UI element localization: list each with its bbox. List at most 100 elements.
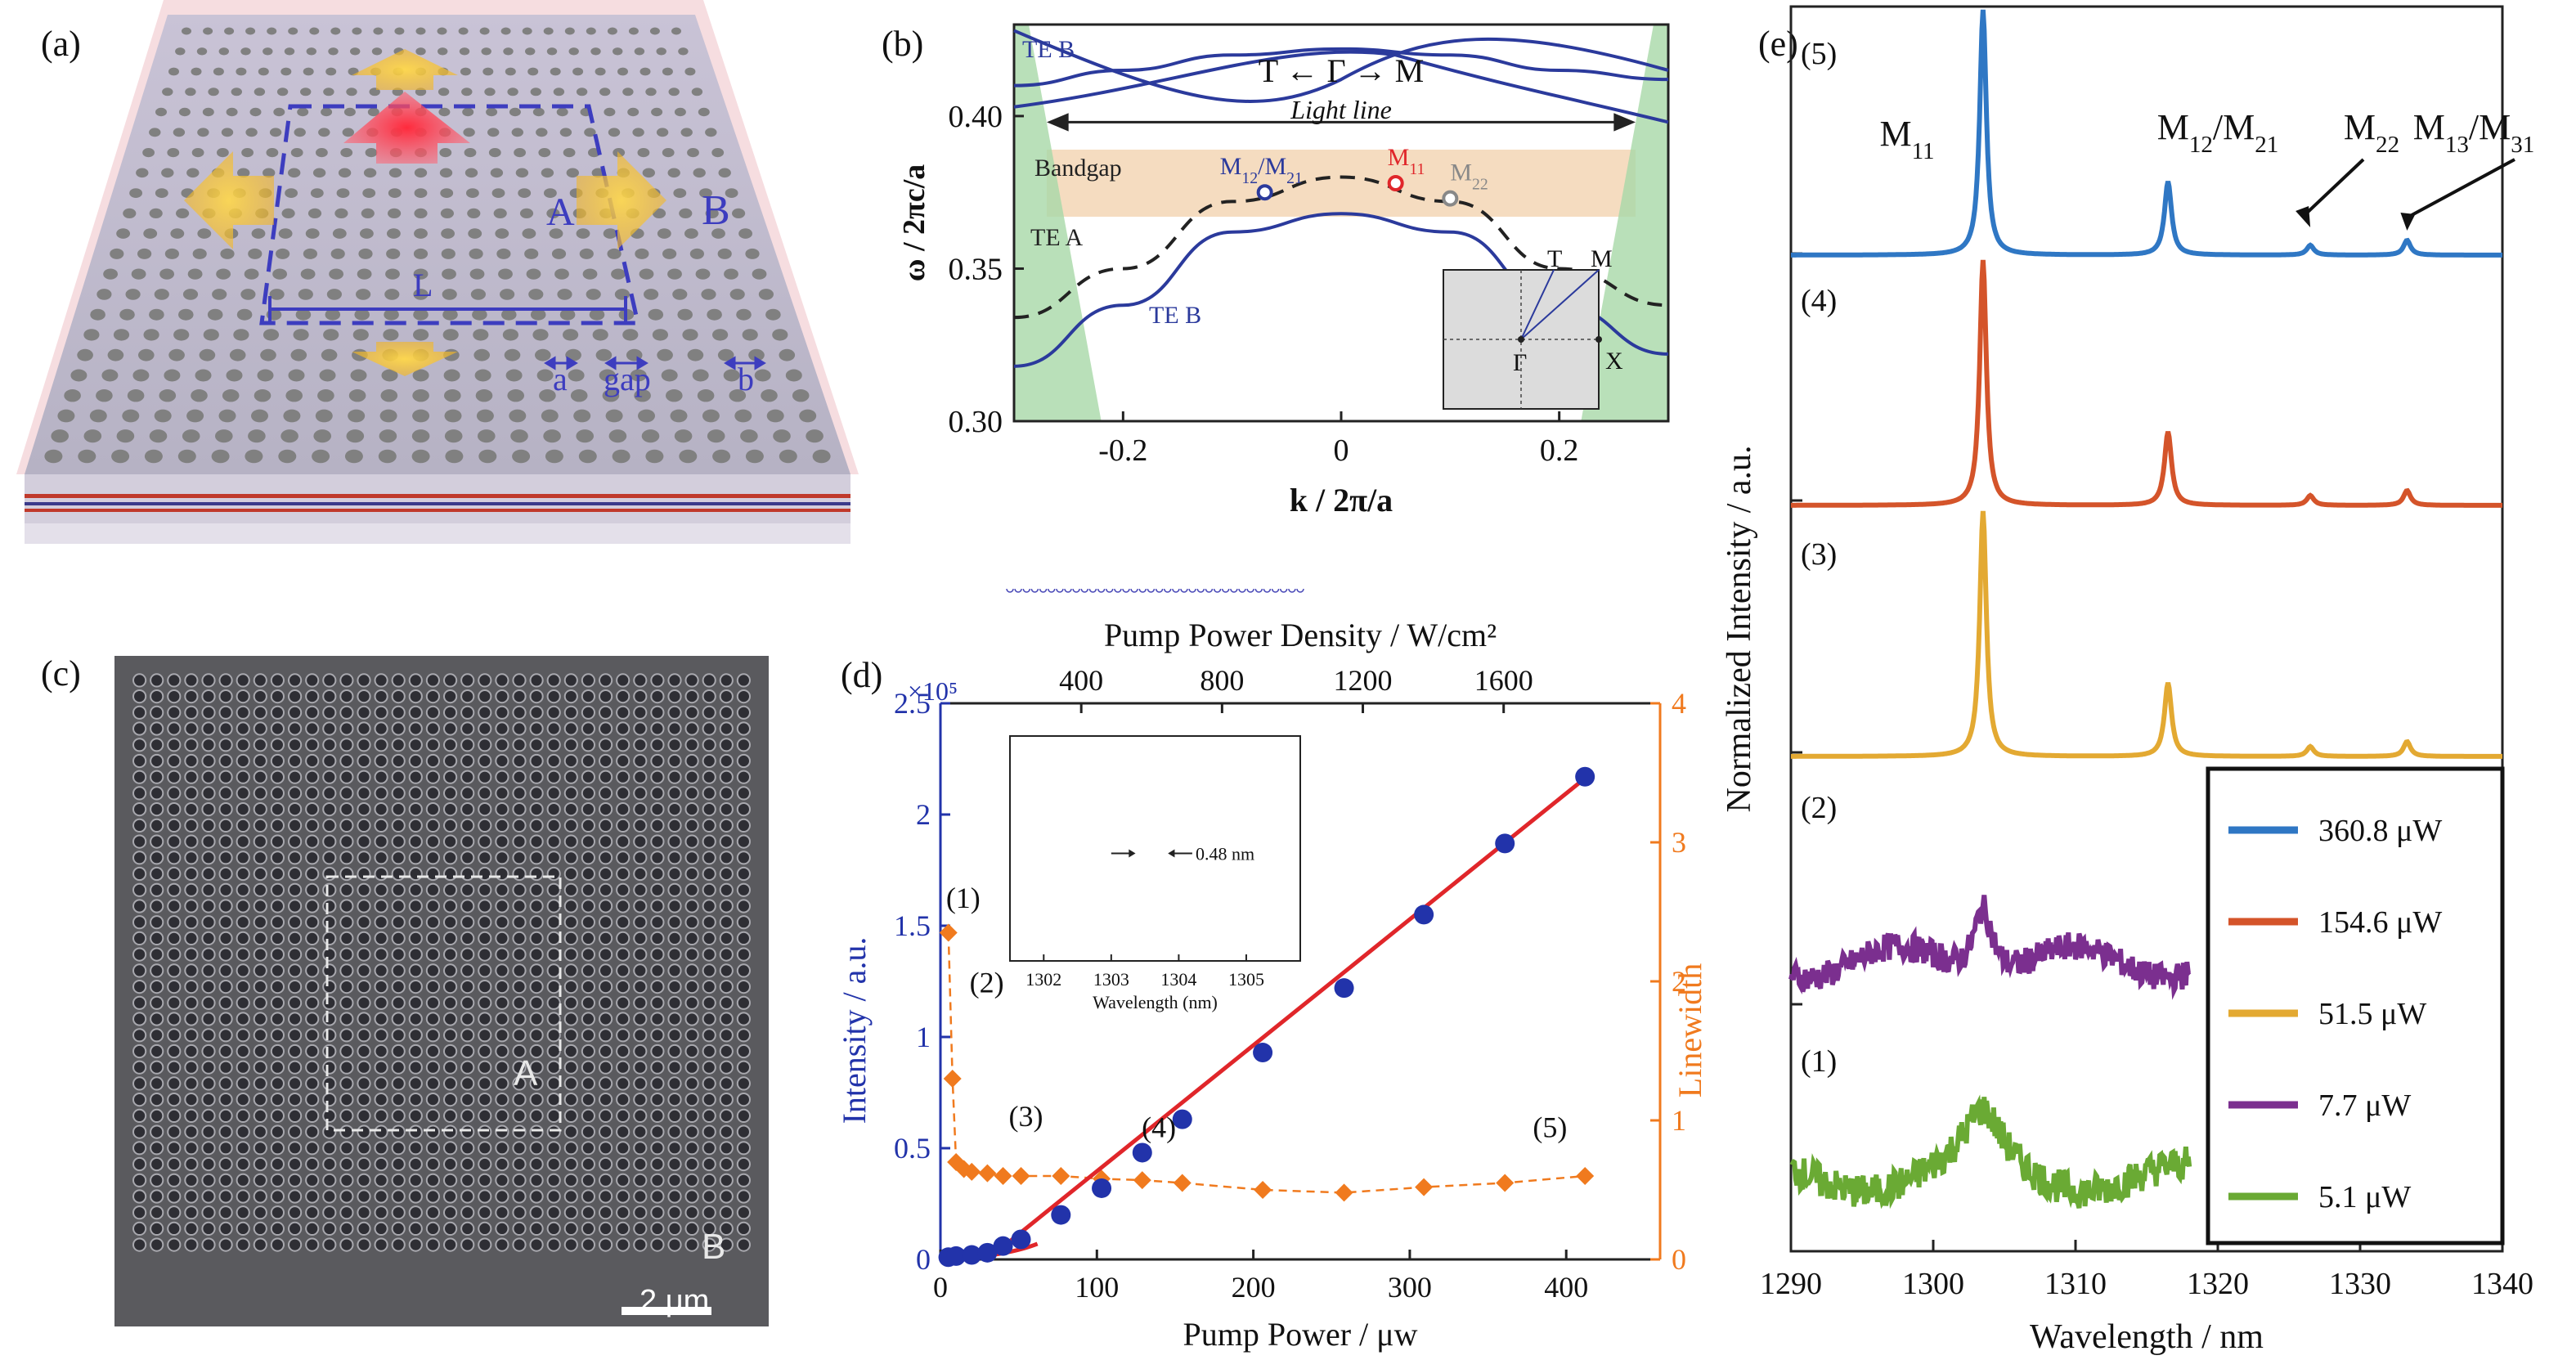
sem-hole [184,1108,199,1124]
sem-hole [184,1205,199,1220]
light-line-label: Light line [1290,95,1392,124]
sem-hole [218,753,233,769]
sem-hole [322,963,337,978]
sem-hole [495,1221,509,1237]
sem-hole [132,705,147,720]
sem-hole [270,995,285,1010]
band-diagram: -0.2 0 0.20.300.350.40k / 2π/aω / 2πc/aT ←… [897,23,1670,518]
sem-hole [563,1076,578,1091]
hole [384,289,400,300]
sem-hole [201,1012,216,1026]
sem-hole [512,947,527,962]
sem-hole [443,705,458,720]
hole [467,208,481,218]
sem-hole [167,1124,182,1139]
sem-hole [719,1108,734,1124]
hole [568,369,585,382]
sem-hole [495,738,509,752]
sem-hole [599,1108,613,1124]
sem-hole [546,1044,561,1059]
hole [679,449,698,464]
sem-hole [408,786,423,801]
hole [509,107,521,117]
sem-hole [684,1141,699,1156]
hole [698,107,710,117]
sem-hole [391,947,406,962]
sem-hole [599,1076,613,1091]
sem-hole [132,1205,147,1220]
hole [269,289,285,300]
sem-hole [184,851,199,865]
y-tick-label: 1 [916,1021,931,1053]
sem-hole [357,947,371,962]
hole [197,228,212,239]
sem-hole [719,738,734,752]
hole [595,67,606,76]
sem-hole [425,1189,441,1204]
hole [323,88,334,97]
hole [272,268,287,280]
sem-hole [218,1124,233,1139]
sem-hole [512,1205,527,1220]
sem-hole [495,915,509,930]
sem-hole [599,866,613,882]
sem-hole [374,915,388,930]
sem-hole [460,1173,475,1187]
sem-hole [478,851,492,865]
sem-hole [374,753,388,769]
hole [123,208,137,218]
sem-hole [425,882,441,897]
sem-hole [650,899,665,913]
sem-hole [581,1141,596,1156]
sem-hole [512,899,527,913]
sem-hole [408,1060,423,1075]
sem-hole [357,1028,371,1043]
sem-hole [478,802,492,817]
sem-hole [408,1108,423,1124]
arrow-m22 [2304,158,2365,216]
sem-hole [132,882,147,897]
hole [330,27,341,35]
hole [307,208,322,218]
sem-hole [702,1173,716,1187]
sem-hole [719,1173,734,1187]
hole [766,409,784,423]
hole [599,88,611,97]
sem-hole [667,770,682,784]
sem-hole [650,1093,665,1107]
sem-hole [563,947,578,962]
sem-hole [322,1060,337,1075]
sem-hole [650,1076,665,1091]
sem-hole [425,1156,441,1172]
sem-hole [684,1076,699,1091]
hole [765,308,781,321]
hole [263,168,276,178]
hole [536,128,548,137]
sem-hole [167,786,182,801]
sem-hole [495,673,509,688]
y2-axis-label: Linewidth [1672,963,1708,1097]
hole [687,348,704,361]
sem-hole [339,1141,354,1156]
intensity-point [1334,978,1354,999]
hole [373,27,384,35]
sem-hole [201,834,216,849]
x-tick-label: 400 [1544,1271,1588,1304]
sem-hole [132,786,147,801]
sem-hole [184,1060,199,1075]
sem-hole [339,980,354,994]
linear-fit-line [985,773,1591,1261]
sem-hole [702,899,716,913]
sem-hole [460,786,475,801]
sem-hole [702,753,716,769]
hole [173,329,190,341]
sem-hole [218,802,233,817]
sem-hole [684,1156,699,1172]
sem-hole [495,1205,509,1220]
sem-hole [719,1060,734,1075]
hole [177,449,196,464]
hole [332,228,347,239]
sem-hole [305,1012,320,1026]
y-tick-label: 0.40 [949,100,1003,134]
sem-hole [512,1221,527,1237]
